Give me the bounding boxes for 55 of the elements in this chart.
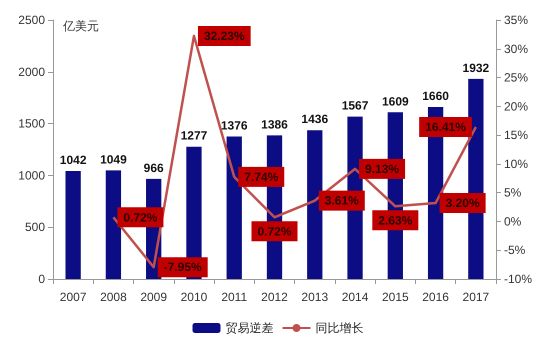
data-label: 2.63%: [378, 213, 413, 228]
legend-label: 贸易逆差: [226, 321, 274, 335]
x-tick-label: 2008: [100, 290, 128, 304]
x-tick-label: 2013: [301, 290, 328, 304]
y2-tick-label: 5%: [504, 186, 522, 200]
data-label: 16.41%: [425, 120, 466, 134]
data-label: 1436: [301, 112, 328, 126]
y-tick-label: 1500: [18, 116, 46, 131]
x-tick-label: 2015: [382, 290, 409, 304]
data-label: 3.61%: [324, 194, 360, 208]
data-label: 9.13%: [365, 162, 400, 176]
data-label: 1376: [220, 118, 248, 132]
data-label: 7.74%: [244, 170, 279, 184]
data-label: 1932: [462, 60, 490, 75]
x-tick-label: 2017: [462, 290, 490, 304]
data-label: 1609: [382, 94, 409, 108]
y2-tick-label: 20%: [504, 99, 528, 114]
y2-tick-label: 15%: [504, 128, 528, 142]
data-label: 32.23%: [204, 28, 245, 43]
data-label: 0.72%: [257, 224, 292, 238]
bar: [307, 130, 322, 279]
y2-tick-label: 30%: [504, 42, 528, 56]
y2-tick-label: 25%: [504, 70, 528, 85]
x-tick-label: 2014: [342, 290, 369, 304]
y-tick-label: 1000: [18, 168, 46, 182]
bar: [226, 136, 242, 279]
data-label: 3.20%: [446, 196, 480, 210]
y2-tick-label: -5%: [504, 243, 526, 258]
data-label: 1049: [100, 152, 128, 166]
y-tick-label: 2500: [18, 13, 46, 27]
y2-tick-label: 35%: [504, 13, 528, 27]
x-tick-label: 2016: [422, 290, 450, 304]
data-label: 1386: [261, 117, 288, 132]
x-tick-label: 2012: [261, 290, 288, 304]
data-label: 1660: [422, 89, 450, 104]
data-label: 966: [144, 160, 164, 175]
y-axis-title: 亿美元: [62, 19, 99, 33]
x-tick-label: 2007: [60, 290, 87, 304]
y2-tick-label: -10%: [504, 272, 532, 286]
y2-tick-label: 10%: [504, 156, 528, 171]
y-tick-label: 500: [24, 220, 46, 234]
x-tick-label: 2009: [140, 290, 168, 304]
x-tick-label: 2010: [180, 290, 208, 304]
y-tick-label: 2000: [18, 64, 46, 79]
data-label: 1567: [342, 98, 369, 113]
bar: [65, 171, 81, 279]
y2-tick-label: 0%: [504, 214, 522, 228]
bar: [106, 170, 122, 279]
data-label: 1277: [180, 128, 208, 143]
data-label: -7.95%: [164, 260, 202, 274]
data-label: 1042: [60, 153, 87, 168]
x-tick-label: 2011: [221, 290, 248, 304]
legend-label: 同比增长: [316, 321, 364, 335]
y-tick-label: 0: [38, 272, 46, 286]
data-label: 0.72%: [123, 210, 158, 224]
